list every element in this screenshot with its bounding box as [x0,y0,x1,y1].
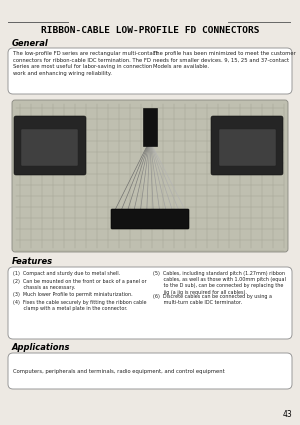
FancyBboxPatch shape [14,116,86,175]
FancyBboxPatch shape [8,353,292,389]
FancyBboxPatch shape [219,129,276,166]
Text: (5)  Cables, including standard pitch (1.27mm) ribbon
       cables, as well as : (5) Cables, including standard pitch (1.… [153,271,286,295]
Text: (1)  Compact and sturdy due to metal shell.: (1) Compact and sturdy due to metal shel… [13,271,120,276]
Text: (4)  Fixes the cable securely by fitting the ribbon cable
       clamp with a me: (4) Fixes the cable securely by fitting … [13,300,146,311]
Text: (6)  Discrete cables can be connected by using a
       multi-turn cable IDC ter: (6) Discrete cables can be connected by … [153,294,272,305]
Text: 43: 43 [282,410,292,419]
Text: RIBBON-CABLE LOW-PROFILE FD CONNECTORS: RIBBON-CABLE LOW-PROFILE FD CONNECTORS [41,26,259,34]
FancyBboxPatch shape [21,129,78,166]
Text: General: General [12,39,49,48]
FancyBboxPatch shape [12,100,288,252]
Text: The low-profile FD series are rectangular multi-contact
connectors for ribbon-ca: The low-profile FD series are rectangula… [13,51,158,76]
Text: Applications: Applications [12,343,70,351]
FancyBboxPatch shape [8,267,292,339]
FancyBboxPatch shape [111,209,189,229]
Text: (2)  Can be mounted on the front or back of a panel or
       chassis as necessa: (2) Can be mounted on the front or back … [13,279,147,290]
Bar [143,108,157,146]
Text: (3)  Much lower Profile to permit miniaturization.: (3) Much lower Profile to permit miniatu… [13,292,133,297]
Text: Computers, peripherals and terminals, radio equipment, and control equipment: Computers, peripherals and terminals, ra… [13,368,225,374]
FancyBboxPatch shape [8,48,292,94]
Text: Features: Features [12,257,53,266]
FancyBboxPatch shape [211,116,283,175]
Text: The profile has been minimized to meet the customer
needs for smaller devices. 9: The profile has been minimized to meet t… [153,51,296,69]
